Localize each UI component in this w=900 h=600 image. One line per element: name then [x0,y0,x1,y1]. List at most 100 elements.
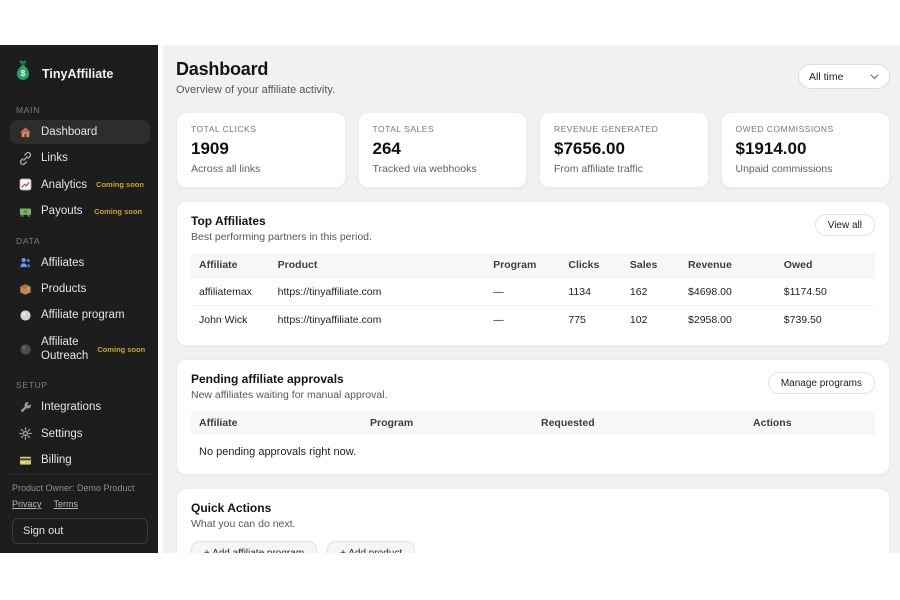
terms-link[interactable]: Terms [53,499,79,510]
time-range-select[interactable]: All time [798,64,890,89]
table-cell: https://tinyaffiliate.com [269,277,486,306]
card-title: Pending affiliate approvals [191,372,344,386]
sign-out-button[interactable]: Sign out [12,518,148,545]
box-icon [18,282,32,296]
sidebar-item-dashboard[interactable]: Dashboard [10,120,150,145]
sidebar-item-label: Affiliate program [41,309,125,322]
sidebar-section-data: DATA [16,235,41,246]
stat-caption: Tracked via webhooks [372,163,477,175]
top-affiliates-table: Affiliate Product Program Clicks Sales R… [191,253,875,333]
sidebar-item-label: Analytics [41,178,88,191]
link-icon [18,152,32,166]
stat-label: TOTAL CLICKS [191,124,257,134]
table-cell: — [485,305,561,333]
coming-soon-badge: Coming soon [96,180,144,190]
table-cell: $739.50 [775,305,875,333]
users-icon [18,256,32,270]
sidebar-section-main: MAIN [16,105,41,115]
analytics-icon [18,178,32,192]
top-affiliates-card: Top Affiliates Best performing partners … [176,201,890,346]
card-subtitle: Best performing partners in this period. [191,231,372,243]
sidebar-item-affiliate-program[interactable]: Affiliate program [10,303,150,327]
table-cell: $4698.00 [680,277,776,306]
stat-caption: From affiliate traffic [554,163,643,175]
table-row: affiliatemax https://tinyaffiliate.com —… [191,277,875,306]
table-cell: 162 [621,277,681,306]
sidebar-item-label: Links [41,152,68,165]
stat-value: $1914.00 [735,139,807,158]
table-header-row: Affiliate Product Program Clicks Sales R… [191,253,875,278]
pending-approvals-table: Affiliate Program Requested Actions [191,411,875,435]
empty-state-message: No pending approvals right now. [199,446,357,458]
column-header: Affiliate [191,411,362,435]
sidebar-item-integrations[interactable]: Integrations [10,395,150,419]
table-cell: $2958.00 [680,305,776,333]
sidebar-item-affiliate-outreach[interactable]: Affiliate Outreach Coming soon [10,330,150,369]
sidebar-item-affiliates[interactable]: Affiliates [10,251,150,275]
table-cell: 775 [560,305,622,333]
card-subtitle: New affiliates waiting for manual approv… [191,389,388,401]
table-cell: 102 [621,305,681,333]
privacy-link[interactable]: Privacy [12,499,42,510]
sidebar-item-products[interactable]: Products [10,277,150,301]
stat-caption: Across all links [191,163,261,175]
outreach-icon [18,342,32,356]
stat-label: TOTAL SALES [372,124,435,134]
sidebar-item-label: Dashboard [41,126,98,138]
column-header: Sales [621,253,681,278]
sidebar-item-payouts[interactable]: Payouts Coming soon [10,199,150,223]
stat-value: 1909 [191,139,229,158]
column-header: Actions [745,411,875,435]
table-cell: 1134 [560,277,622,306]
add-product-button[interactable]: + Add product [327,541,416,553]
app-title: TinyAffiliate [42,66,114,81]
money-bag-icon: $ [12,60,34,87]
sidebar-item-label: Payouts [41,205,83,218]
stat-label: OWED COMMISSIONS [735,124,834,134]
stat-card-total-sales: TOTAL SALES 264 Tracked via webhooks [357,112,527,188]
card-title: Quick Actions [191,501,272,515]
manage-programs-button[interactable]: Manage programs [767,372,875,394]
column-header: Program [485,253,561,278]
card-title: Top Affiliates [191,214,266,228]
sidebar-item-billing[interactable]: Billing [10,448,150,472]
app-logo: $ TinyAffiliate [10,55,150,94]
stat-value: 264 [372,139,401,158]
table-row: John Wick https://tinyaffiliate.com — 77… [191,305,875,333]
table-cell: — [485,277,561,306]
sidebar-scrollbar-gutter[interactable] [158,45,163,553]
stat-value: $7656.00 [554,139,625,158]
column-header: Program [362,411,533,435]
sidebar-item-links[interactable]: Links [10,146,150,170]
pending-approvals-card: Pending affiliate approvals New affiliat… [176,359,890,475]
gear-icon [18,427,32,441]
home-icon [18,125,32,139]
svg-text:$: $ [21,68,26,78]
stat-card-revenue: REVENUE GENERATED $7656.00 From affiliat… [539,112,709,188]
column-header: Revenue [680,253,776,278]
sidebar-footer: Product Owner: Demo Product Privacy Term… [10,473,150,545]
sidebar-item-label: Affiliate Outreach [41,335,89,362]
product-owner-label: Product Owner: Demo Product [12,482,135,493]
table-cell: https://tinyaffiliate.com [269,305,486,333]
payouts-icon [18,204,32,218]
view-all-button[interactable]: View all [814,214,875,236]
sidebar: $ TinyAffiliate MAIN Dashboard Links [0,45,158,553]
sidebar-item-label: Billing [41,454,72,467]
sidebar-item-settings[interactable]: Settings [10,422,150,446]
coming-soon-badge: Coming soon [94,206,142,216]
page-title: Dashboard [176,59,269,79]
column-header: Requested [533,411,746,435]
table-cell: affiliatemax [191,277,270,306]
stat-card-total-clicks: TOTAL CLICKS 1909 Across all links [176,112,346,188]
main-content: Dashboard Overview of your affiliate act… [163,45,900,553]
sidebar-item-label: Integrations [41,401,102,414]
stat-label: REVENUE GENERATED [554,124,659,134]
table-cell: $1174.50 [775,277,875,306]
stat-card-owed-commissions: OWED COMMISSIONS $1914.00 Unpaid commiss… [720,112,890,188]
sidebar-item-analytics[interactable]: Analytics Coming soon [10,173,150,197]
add-affiliate-program-button[interactable]: + Add affiliate program [191,541,318,553]
card-icon [18,453,32,467]
table-cell: John Wick [191,305,270,333]
